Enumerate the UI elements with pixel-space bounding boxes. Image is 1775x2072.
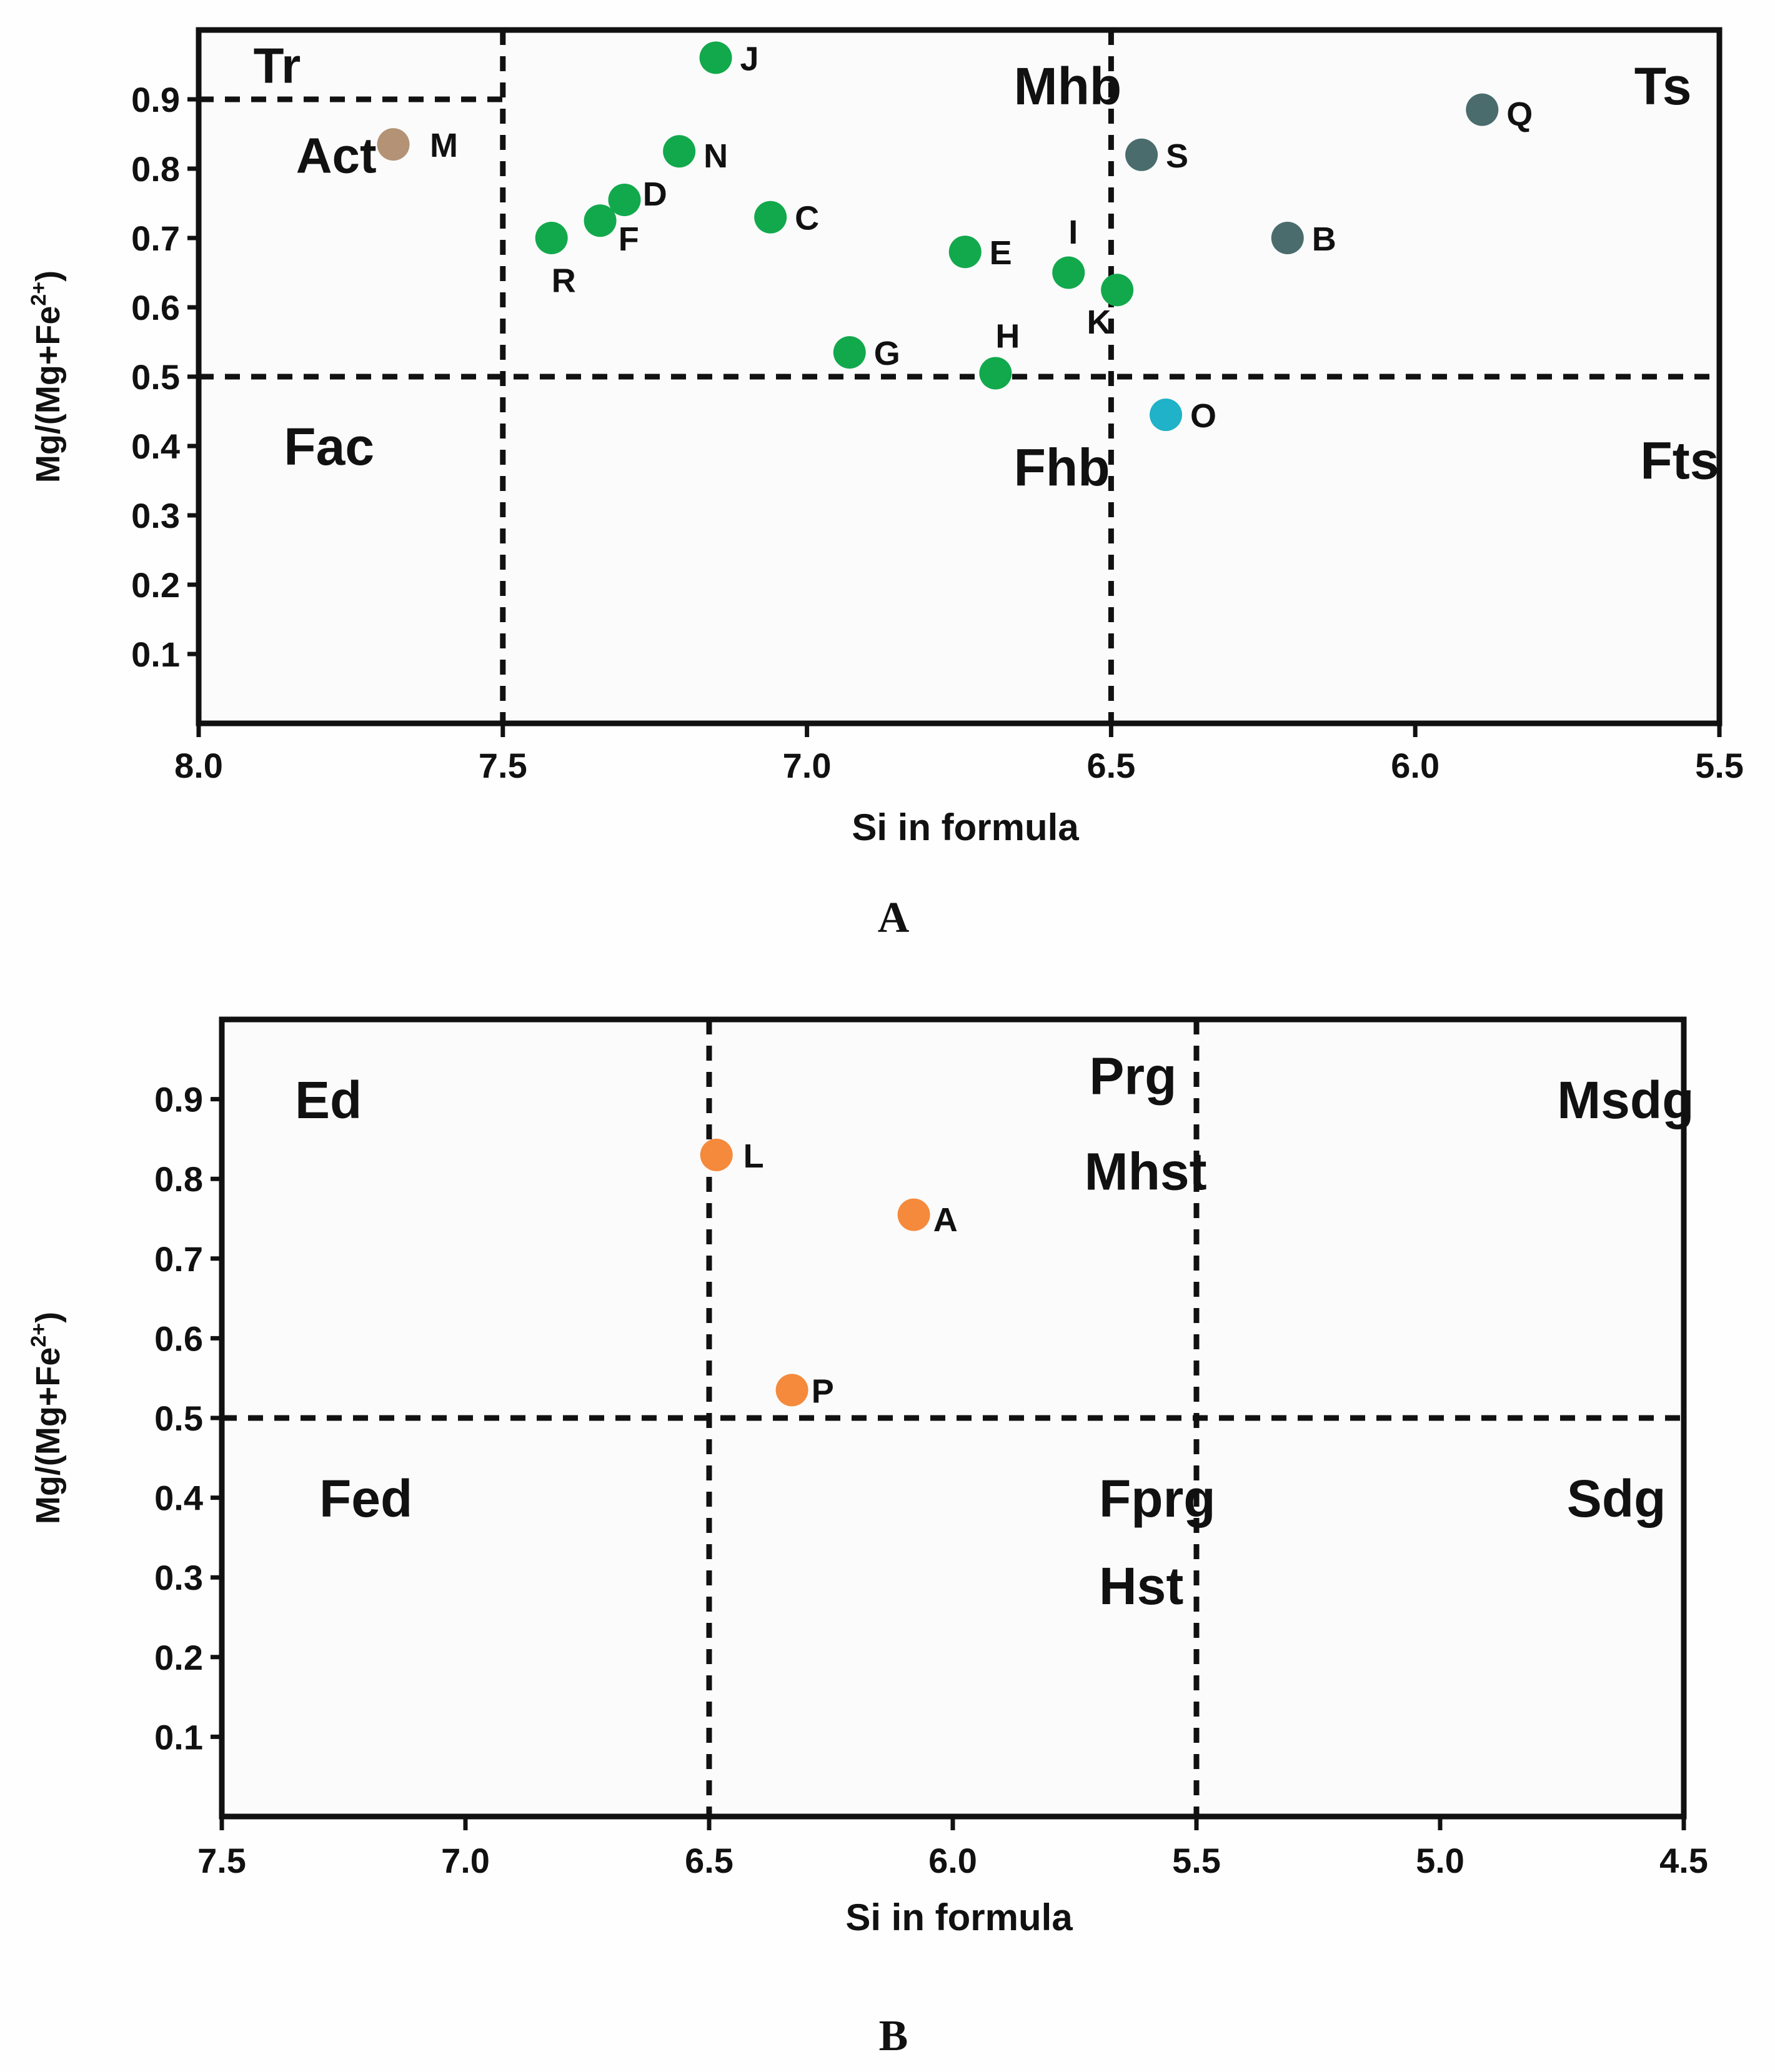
panel-b-x-tick-label: 4.5 [1659,1841,1708,1880]
panel-a-point-n [663,135,696,168]
panel-b-region-hst: Hst [1099,1557,1183,1615]
panel-a-point-h [979,357,1012,390]
panel-a-x-tick-label: 5.5 [1695,746,1744,785]
panel-b-y-tick-label: 0.5 [154,1399,203,1438]
panel-a-region-ts: Ts [1634,57,1692,116]
panel-b-y-tick-label: 0.1 [154,1717,203,1757]
panel-a-point-o [1150,399,1183,432]
panel-a-point-c [754,201,787,234]
panel-a-y-tick-label: 0.1 [131,635,180,674]
panel-b-region-mhst: Mhst [1085,1143,1207,1201]
panel-a-y-tick-label: 0.5 [131,357,180,397]
panel-b-point-l [700,1138,733,1171]
panel-b-y-tick-label: 0.4 [154,1479,203,1518]
panel-b-region-msdg: Msdg [1557,1071,1694,1129]
panel-b-x-tick-label: 5.0 [1416,1841,1464,1880]
panel-a-region-fts: Fts [1640,431,1719,490]
panel-b-y-tick-label: 0.8 [154,1159,203,1199]
panel-b-point-label-l: L [743,1138,764,1175]
panel-b-y-tick-label: 0.2 [154,1638,203,1677]
panel-a-point-label-d: D [643,176,667,213]
panel-b-x-tick-label: 7.0 [441,1841,490,1880]
panel-a-point-label-b: B [1312,221,1336,258]
panel-b-y-axis-title: Mg/(Mg+Fe2+) [27,1312,67,1524]
panel-b-x-axis-title: Si in formula [845,1896,1073,1938]
panel-a-point-f [584,204,617,237]
panel-a-point-label-n: N [704,137,728,175]
panel-b-chart: 0.1 0.2 0.3 0.4 0.5 0.6 0.7 0.8 0.9 7.5 7.0 6.5 6.0 5… [27,1016,1708,1938]
panel-a-point-k [1101,274,1134,307]
panel-a-point-q [1466,93,1499,126]
panel-b-point-a [897,1198,930,1231]
panel-a-point-label-m: M [430,127,458,164]
panel-a-point-e [948,235,982,269]
panel-a-region-mhb: Mhb [1014,57,1122,116]
panel-a-y-tick-label: 0.3 [131,496,180,535]
panel-b-point-label-a: A [933,1201,958,1239]
panel-a-point-label-f: F [619,221,639,258]
panel-a-point-label-k: K [1086,304,1111,341]
panel-a-region-fhb: Fhb [1014,439,1110,497]
panel-b-point-p [775,1374,808,1407]
panel-a-y-tick-label: 0.9 [131,80,180,119]
panel-a-point-i [1052,256,1085,289]
panel-a-x-axis-title: Si in formula [852,806,1079,848]
panel-a-point-d [608,183,641,216]
panel-a-point-label-g: G [874,335,900,372]
panel-a-y-tick-label: 0.6 [131,288,180,327]
panel-a-x-tick-label: 6.5 [1086,746,1135,785]
panel-a-letter: A [878,894,910,942]
panel-a-x-tick-label: 6.0 [1391,746,1439,785]
panel-b-region-fprg: Fprg [1099,1469,1216,1528]
panel-a-point-label-q: Q [1506,96,1533,133]
panel-b-x-tick-label: 5.5 [1172,1841,1221,1880]
panel-b-y-tick-label: 0.7 [154,1239,203,1279]
panel-a-y-tick-label: 0.7 [131,219,180,258]
panel-b-point-label-p: P [812,1372,834,1410]
panel-b-region-ed: Ed [295,1071,362,1129]
panel-a-point-label-i: I [1068,214,1078,251]
panel-a-point-r [535,222,568,254]
panel-a-y-tick-label: 0.8 [131,149,180,189]
panel-b-y-tick-label: 0.9 [154,1080,203,1119]
panel-b-region-prg: Prg [1089,1047,1176,1106]
panel-a-y-axis-title: Mg/(Mg+Fe2+) [27,270,67,483]
panel-a-y-tick-label: 0.2 [131,565,180,605]
panel-a-point-m [377,128,410,161]
panel-a-point-label-c: C [795,200,819,237]
panel-b-y-tick-label: 0.3 [154,1558,203,1597]
panel-b-letter: B [879,2012,908,2060]
panel-a-point-label-h: H [995,317,1020,355]
panel-a-point-j [699,41,732,74]
panel-a-point-label-s: S [1166,137,1188,175]
panel-a-point-label-r: R [552,262,576,300]
panel-a-region-tr: Tr [254,37,301,93]
panel-a-point-label-e: E [990,234,1012,272]
panel-a-point-b [1271,222,1304,254]
panel-b-region-fed: Fed [319,1469,412,1528]
panel-b-y-tick-label: 0.6 [154,1319,203,1358]
panel-a-point-g [833,336,866,369]
panel-a-region-fac: Fac [284,417,374,476]
panel-a-point-label-o: O [1190,397,1216,435]
panel-b-x-tick-label: 6.0 [928,1841,977,1880]
panel-a-chart: 0.1 0.2 0.3 0.4 0.5 0.6 0.7 0.8 0.9 8.0 7.5 7.0 6.5 6… [27,27,1744,848]
panel-a-x-tick-label: 7.5 [479,746,527,785]
panel-a-point-label-j: J [740,40,759,77]
panel-a-x-tick-label: 8.0 [174,746,223,785]
panel-b-region-sdg: Sdg [1567,1469,1666,1528]
panel-b-x-tick-label: 6.5 [685,1841,733,1880]
panel-a-point-s [1125,138,1158,171]
panel-a-x-tick-label: 7.0 [783,746,832,785]
panel-a-y-tick-label: 0.4 [131,427,180,466]
panel-b-x-tick-label: 7.5 [197,1841,246,1880]
panel-a-region-act: Act [296,128,377,184]
